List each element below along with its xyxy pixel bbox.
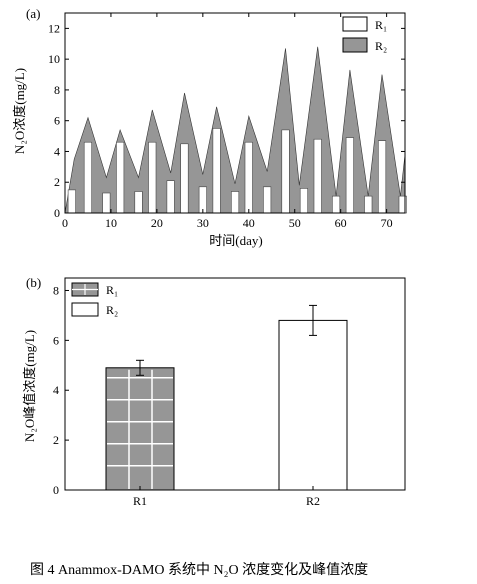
r1-bar <box>134 191 143 214</box>
legend-r2-swatch <box>71 302 99 317</box>
legend-r2-swatch <box>342 37 368 53</box>
x-tick-label: 70 <box>381 216 393 230</box>
r1-bar <box>116 141 125 214</box>
r1-bar <box>231 191 240 214</box>
legend-r2-label: R₂ <box>375 39 387 53</box>
r1-bar <box>83 141 92 214</box>
panel-b-frame <box>64 277 406 491</box>
y-tick-label: 8 <box>53 283 59 297</box>
y-tick-label: 2 <box>54 175 60 189</box>
r1-bar <box>263 186 272 214</box>
r1-bar <box>345 137 354 214</box>
r1-bar <box>148 141 157 214</box>
y-tick-label: 0 <box>53 483 59 497</box>
r1-bar <box>281 129 290 214</box>
panel-a-chart: (a) N₂O浓度(mg/L) 时间(day) 0 10 20 30 40 50 60 70 0… <box>12 6 407 248</box>
x-tick-label: 0 <box>62 216 68 230</box>
bar-r2 <box>278 319 348 491</box>
x-category-label: R2 <box>306 494 320 508</box>
r1-bar <box>299 188 309 214</box>
panel-b-ylabel: N₂O峰值浓度(mg/L) <box>22 330 37 442</box>
panel-b-legend: R₁ R₂ <box>71 282 118 317</box>
panel-a-xlabel: 时间(day) <box>209 233 262 248</box>
y-tick-label: 4 <box>53 383 59 397</box>
y-tick-label: 6 <box>53 333 59 347</box>
x-tick-label: 10 <box>105 216 117 230</box>
r1-bar <box>331 195 341 214</box>
legend-r1-label: R₁ <box>375 18 387 32</box>
r1-bar <box>102 192 111 214</box>
x-tick-label: 50 <box>289 216 301 230</box>
figure-caption: 图 4 Anammox-DAMO 系统中 N₂O 浓度变化及峰值浓度 <box>30 562 368 578</box>
x-tick-label: 20 <box>151 216 163 230</box>
y-tick-label: 12 <box>48 21 60 35</box>
x-tick-label: 60 <box>335 216 347 230</box>
r1-bar <box>180 143 189 214</box>
r1-bar <box>364 195 373 214</box>
panel-a-label: (a) <box>26 6 40 21</box>
panel-a-legend: R₁ R₂ <box>342 16 387 53</box>
legend-r2-label: R₂ <box>106 303 118 317</box>
r1-bar <box>67 189 76 214</box>
panel-b-chart: (b) N₂O峰值浓度(mg/L) R1 R2 0 2 4 6 8 R₁ R₂ <box>22 275 406 508</box>
x-tick-label: 40 <box>243 216 255 230</box>
r1-bar <box>244 141 253 214</box>
y-tick-label: 2 <box>53 433 59 447</box>
bar-r1 <box>105 367 175 491</box>
panel-a-ylabel: N₂O浓度(mg/L) <box>12 68 27 154</box>
r2-area <box>64 46 406 214</box>
panel-a-frame <box>64 12 406 214</box>
y-tick-label: 8 <box>54 83 60 97</box>
r1-bar <box>313 138 322 214</box>
legend-r1-swatch <box>342 16 368 32</box>
y-tick-label: 10 <box>48 52 60 66</box>
x-tick-label: 30 <box>197 216 209 230</box>
y-tick-label: 4 <box>54 144 60 158</box>
x-category-label: R1 <box>133 494 147 508</box>
r1-bar <box>377 140 387 214</box>
r1-bar <box>166 180 175 214</box>
legend-r1-label: R₁ <box>106 283 118 297</box>
r1-bar <box>212 128 221 214</box>
y-tick-label: 6 <box>54 114 60 128</box>
panel-b-label: (b) <box>26 275 41 290</box>
y-tick-label: 0 <box>54 206 60 220</box>
